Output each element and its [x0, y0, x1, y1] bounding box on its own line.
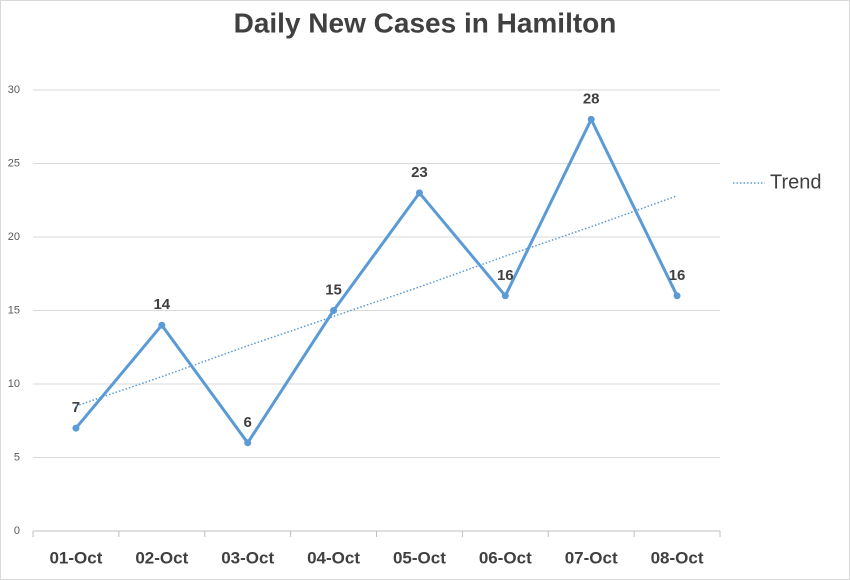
data-point: [415, 189, 423, 197]
y-tick-label: 30: [8, 84, 20, 96]
data-point: [673, 292, 681, 300]
data-point: [587, 115, 595, 123]
x-tick-label: 02-Oct: [135, 548, 188, 567]
x-tick-label: 01-Oct: [49, 548, 102, 567]
data-label: 16: [497, 267, 514, 284]
y-tick-label: 0: [14, 525, 20, 537]
data-label: 14: [153, 296, 170, 313]
data-point: [158, 321, 166, 329]
data-label: 6: [244, 414, 252, 431]
chart-title: Daily New Cases in Hamilton: [234, 7, 617, 38]
data-point: [330, 307, 338, 314]
data-point: [244, 439, 252, 447]
data-label: 16: [669, 267, 686, 284]
data-label: 7: [72, 399, 80, 416]
y-tick-label: 10: [8, 378, 20, 390]
data-point: [72, 424, 80, 432]
x-tick-label: 08-Oct: [651, 548, 704, 567]
legend-label: Trend: [770, 171, 822, 193]
x-tick-label: 07-Oct: [565, 548, 618, 567]
data-label: 15: [325, 281, 342, 298]
data-label: 28: [583, 90, 600, 107]
x-tick-label: 06-Oct: [479, 548, 532, 567]
y-tick-label: 20: [8, 231, 20, 243]
x-tick-label: 03-Oct: [221, 548, 274, 567]
y-tick-label: 5: [14, 451, 20, 463]
series-line: [74, 115, 679, 446]
x-tick-label: 04-Oct: [307, 548, 360, 567]
y-tick-label: 25: [8, 157, 20, 169]
data-point: [501, 292, 509, 300]
y-tick-label: 15: [8, 304, 20, 316]
trend-line: [75, 195, 678, 407]
data-label: 23: [411, 164, 428, 181]
x-tick-label: 05-Oct: [393, 548, 446, 567]
